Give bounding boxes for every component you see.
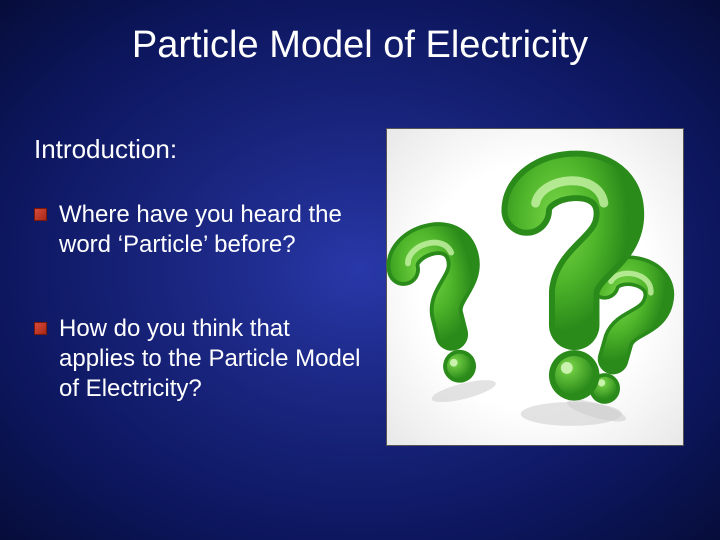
slide-subheading: Introduction: — [34, 134, 177, 165]
list-item: Where have you heard the word ‘Particle’… — [34, 200, 364, 260]
question-marks-image — [386, 128, 684, 446]
bullet-square-icon — [34, 322, 47, 335]
question-mark-icon — [497, 143, 646, 427]
bullet-text: Where have you heard the word ‘Particle’… — [59, 200, 364, 260]
question-mark-icon — [374, 208, 513, 411]
bullet-list: Where have you heard the word ‘Particle’… — [34, 200, 364, 458]
slide-title: Particle Model of Electricity — [0, 24, 720, 67]
list-item: How do you think that applies to the Par… — [34, 314, 364, 404]
bullet-square-icon — [34, 208, 47, 221]
bullet-text: How do you think that applies to the Par… — [59, 314, 364, 404]
slide: Particle Model of Electricity Introducti… — [0, 0, 720, 540]
